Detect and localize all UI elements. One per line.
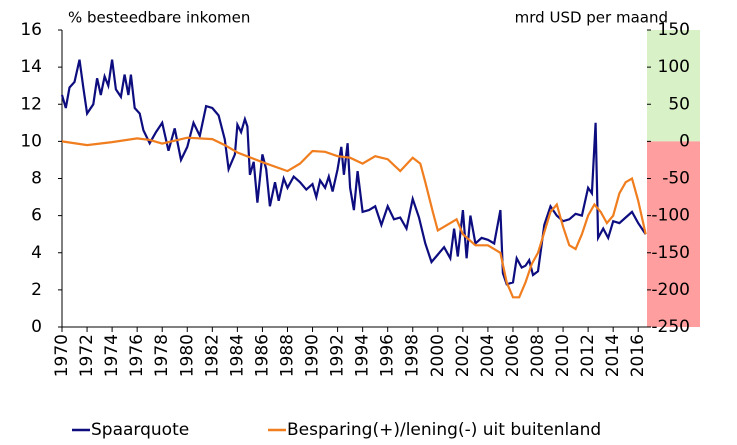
x-tick-label: 2010 — [553, 334, 573, 377]
y-axis-label: % besteedbare inkomen — [68, 9, 250, 27]
x-tick-label: 1998 — [403, 334, 423, 377]
x-tick-label: 2016 — [628, 334, 648, 377]
y-tick-label: 0 — [31, 317, 42, 337]
x-tick-label: 1984 — [227, 334, 247, 377]
y-tick-label: 10 — [20, 131, 42, 151]
positive-band — [647, 30, 700, 142]
x-tick-label: 1982 — [202, 334, 222, 377]
y2-tick-label: 100 — [658, 57, 690, 77]
x-tick-label: 1996 — [378, 334, 398, 377]
x-tick-label: 2002 — [453, 334, 473, 377]
x-tick-label: 1970 — [52, 334, 72, 377]
x-tick-label: 1974 — [102, 334, 122, 377]
x-tick-label: 2008 — [528, 334, 548, 377]
x-tick-label: 2004 — [478, 334, 498, 377]
y-tick-label: 6 — [31, 206, 42, 226]
x-tick-label: 1980 — [177, 334, 197, 377]
y2-tick-label: -100 — [651, 206, 690, 226]
x-tick-label: 1978 — [152, 334, 172, 377]
legend-label: Besparing(+)/lening(-) uit buitenland — [287, 420, 601, 440]
y-tick-label: 4 — [31, 243, 42, 263]
x-tick-label: 2014 — [603, 334, 623, 377]
x-tick-label: 1990 — [303, 334, 323, 377]
x-tick-label: 1972 — [77, 334, 97, 377]
x-tick-label: 1986 — [252, 334, 272, 377]
x-tick-label: 2006 — [503, 334, 523, 377]
y2-tick-label: -200 — [651, 280, 690, 300]
y2-tick-label: -150 — [651, 243, 690, 263]
negative-band — [647, 141, 700, 327]
y2-axis-label: mrd USD per maand — [515, 9, 668, 27]
x-tick-label: 1976 — [127, 334, 147, 377]
series-line — [60, 59, 647, 286]
y-tick-label: 8 — [31, 169, 42, 189]
x-tick-label: 1988 — [277, 334, 297, 377]
y-tick-label: 14 — [20, 57, 42, 77]
y2-tick-label: -250 — [651, 317, 690, 337]
y2-tick-label: 50 — [668, 94, 690, 114]
x-tick-label: 2000 — [428, 334, 448, 377]
legend-label: Spaarquote — [91, 420, 189, 440]
y2-tick-label: -50 — [662, 169, 690, 189]
y2-tick-label: 0 — [679, 131, 690, 151]
y-tick-label: 2 — [31, 280, 42, 300]
y-tick-label: 16 — [20, 20, 42, 40]
y2-tick-label: 150 — [658, 20, 690, 40]
x-tick-label: 1994 — [353, 334, 373, 377]
x-tick-label: 2012 — [578, 334, 598, 377]
x-tick-label: 1992 — [328, 334, 348, 377]
y-tick-label: 12 — [20, 94, 42, 114]
series-line — [61, 136, 647, 299]
